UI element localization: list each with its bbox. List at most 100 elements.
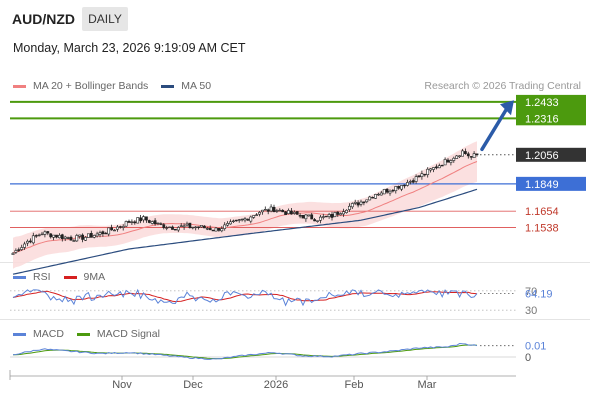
candle-body: [405, 182, 409, 186]
price-candle: [417, 175, 421, 178]
candle-body: [437, 165, 441, 169]
candle-body: [339, 213, 343, 216]
candle-body: [92, 235, 96, 238]
price-candle: [55, 234, 58, 239]
price-candle: [318, 214, 322, 224]
price-candle: [28, 238, 32, 244]
price-candle: [179, 223, 183, 227]
price-candle: [52, 234, 56, 241]
price-candle: [20, 244, 24, 251]
legend-macd: MACD: [33, 328, 64, 340]
price-candle: [434, 164, 438, 170]
price-candle: [145, 216, 148, 223]
support-level-label: 1.1654: [525, 206, 559, 218]
price-candle: [339, 212, 343, 216]
candle-body: [182, 225, 186, 228]
price-candle: [208, 225, 212, 231]
price-candle: [310, 212, 314, 220]
candle-body: [87, 233, 90, 238]
price-candle: [37, 233, 41, 237]
candle-body: [142, 216, 145, 221]
candle-body: [52, 234, 56, 238]
candle-body: [26, 240, 29, 244]
candle-body: [466, 153, 470, 157]
candle-body: [40, 233, 44, 236]
price-candle: [104, 231, 108, 235]
current-price-label-bg: [516, 147, 586, 162]
macd-value-label: 0.01: [525, 341, 546, 353]
candle-body: [420, 173, 424, 177]
candle-body: [368, 196, 372, 201]
price-candle: [269, 204, 273, 213]
candle-body: [333, 212, 337, 217]
timeframe-badge[interactable]: DAILY: [82, 7, 128, 31]
candle-body: [417, 175, 421, 178]
panel-divider: [0, 319, 590, 320]
rsi-ma-swatch: [63, 275, 77, 279]
price-candle: [116, 225, 119, 232]
candle-body: [127, 221, 131, 223]
price-candle: [60, 233, 64, 242]
price-candle: [397, 185, 401, 190]
price-candle: [168, 226, 172, 229]
candle-body: [220, 228, 224, 232]
candle-body: [313, 219, 317, 222]
candle-body: [429, 168, 433, 171]
price-candle: [159, 222, 163, 226]
candle-body: [426, 168, 430, 176]
candle-body: [179, 225, 183, 227]
candle-body: [168, 226, 172, 229]
candle-body: [118, 226, 122, 228]
price-candle: [429, 168, 433, 173]
candle-body: [252, 215, 256, 218]
candle-body: [394, 186, 398, 192]
price-candle: [63, 235, 67, 242]
price-candle: [205, 226, 209, 231]
price-candle: [333, 211, 337, 218]
candle-body: [165, 227, 169, 229]
candle-body: [116, 226, 119, 230]
price-candle: [391, 189, 395, 193]
price-candle: [463, 148, 467, 155]
candle-body: [145, 216, 148, 221]
price-candle: [365, 199, 369, 204]
ma50-line: [12, 188, 478, 275]
price-candle: [153, 218, 157, 226]
price-candle: [46, 231, 50, 236]
price-candle: [171, 225, 174, 230]
price-candle: [232, 219, 235, 223]
price-candle: [362, 201, 366, 206]
candle-body: [17, 249, 21, 251]
candle-body: [124, 221, 128, 227]
price-candle: [263, 206, 267, 211]
candle-body: [472, 153, 476, 159]
candle-body: [49, 233, 53, 238]
price-candle: [400, 184, 404, 192]
candle-body: [310, 214, 314, 220]
candle-body: [139, 217, 143, 222]
price-candle: [350, 202, 354, 210]
rsi-swatch: [13, 275, 26, 279]
candle-body: [37, 234, 41, 237]
price-candle: [472, 151, 476, 159]
price-candle: [394, 185, 398, 194]
macd-zero-label: 0: [525, 352, 531, 364]
candle-body: [400, 185, 404, 190]
candle-body: [66, 237, 70, 239]
candle-body: [324, 215, 328, 218]
price-candle: [313, 218, 317, 222]
candle-body: [353, 201, 357, 204]
candle-body: [469, 156, 473, 158]
rsi-value-label: 64.19: [525, 289, 553, 301]
candle-body: [176, 227, 180, 231]
candle-body: [318, 216, 322, 221]
candle-body: [295, 211, 299, 215]
candle-body: [81, 234, 85, 240]
candle-body: [391, 189, 395, 192]
candle-body: [255, 214, 259, 216]
legend-ma50: MA 50: [181, 80, 212, 92]
x-axis-label: 2026: [264, 379, 288, 391]
candle-body: [89, 233, 93, 238]
candle-body: [376, 193, 380, 196]
legend-macd-signal: MACD Signal: [96, 328, 160, 340]
